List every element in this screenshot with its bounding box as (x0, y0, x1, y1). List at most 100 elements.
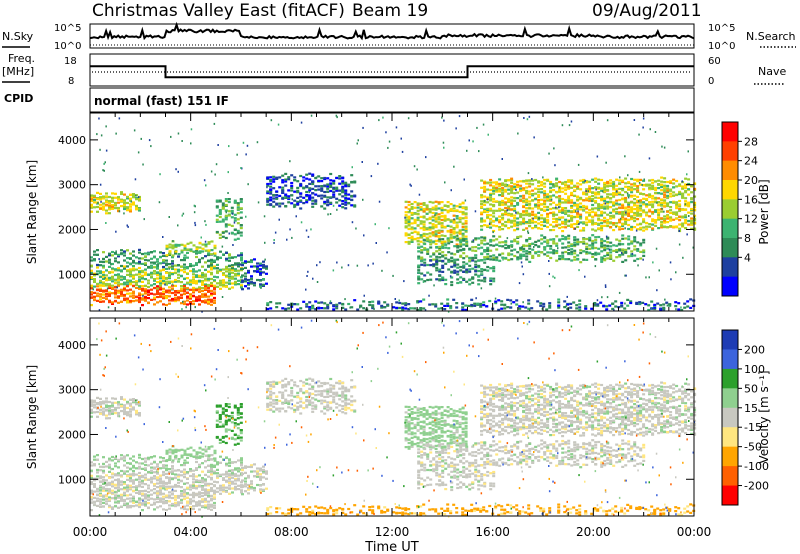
power-echo-cell (93, 194, 96, 197)
power-echo-cell (428, 200, 432, 204)
power-echo-cell (398, 301, 402, 305)
power-echo-cell (492, 235, 496, 238)
power-echo-cell (486, 188, 490, 191)
power-echo-cell (594, 186, 598, 189)
power-echo-cell (265, 265, 268, 268)
power-echo-cell (195, 270, 198, 273)
power-echo-cell (93, 253, 96, 256)
power-echo-cell (570, 250, 574, 253)
power-echo-cell (440, 302, 444, 305)
power-echo-cell (486, 216, 490, 219)
power-echo-cell (413, 218, 417, 221)
power-echo-cell (404, 214, 408, 217)
power-echo-cell (147, 301, 150, 305)
power-echo-cell (123, 259, 126, 262)
velocity-echo-cell (228, 480, 231, 483)
velocity-echo-cell (105, 502, 108, 506)
power-noise-cell (142, 294, 144, 297)
power-echo-cell (241, 264, 244, 267)
power-echo-cell (314, 189, 318, 192)
power-echo-cell (453, 271, 457, 274)
power-echo-cell (431, 231, 435, 234)
power-noise-cell (482, 123, 485, 126)
power-noise-cell (316, 281, 319, 283)
power-echo-cell (561, 254, 565, 257)
power-echo-cell (690, 184, 694, 187)
power-echo-cell (207, 295, 210, 298)
power-echo-cell (222, 279, 225, 282)
power-echo-cell (138, 280, 141, 283)
power-echo-cell (192, 302, 195, 306)
power-echo-cell (458, 220, 462, 224)
velocity-echo-cell (144, 478, 147, 481)
power-echo-cell (522, 188, 526, 191)
power-echo-cell (419, 300, 423, 303)
velocity-echo-cell (102, 400, 105, 403)
velocity-echo-cell (117, 406, 120, 409)
power-echo-cell (198, 251, 202, 254)
power-echo-cell (99, 203, 102, 206)
power-echo-cell (108, 195, 111, 199)
power-echo-cell (165, 264, 168, 267)
power-echo-cell (525, 240, 529, 243)
power-echo-cell (461, 201, 465, 204)
power-echo-cell (407, 224, 411, 227)
velocity-echo-cell (225, 472, 228, 475)
power-echo-cell (506, 298, 510, 301)
power-echo-cell (582, 209, 586, 212)
power-echo-cell (636, 214, 640, 217)
power-echo-cell (419, 234, 423, 237)
power-noise-cell (472, 140, 474, 143)
power-echo-cell (438, 247, 442, 250)
power-echo-cell (204, 301, 207, 304)
power-echo-cell (332, 308, 336, 311)
power-echo-cell (102, 195, 105, 198)
power-echo-cell (585, 216, 589, 219)
power-echo-cell (489, 209, 493, 212)
velocity-echo-cell (198, 479, 201, 482)
velocity-echo-cell (102, 412, 105, 415)
power-echo-cell (204, 278, 207, 281)
power-echo-cell (401, 306, 405, 309)
power-echo-cell (449, 233, 453, 236)
power-echo-cell (129, 257, 132, 260)
power-echo-cell (341, 188, 345, 191)
velocity-echo-cell (123, 470, 126, 473)
power-echo-cell (195, 262, 198, 265)
power-noise-cell (182, 212, 185, 215)
power-noise-cell (434, 214, 436, 217)
power-echo-cell (513, 223, 517, 226)
power-echo-cell (636, 223, 640, 226)
power-echo-cell (606, 224, 610, 228)
power-echo-cell (588, 180, 592, 183)
power-echo-cell (431, 232, 435, 236)
power-echo-cell (456, 258, 460, 261)
power-echo-cell (528, 193, 532, 196)
power-echo-cell (546, 193, 550, 196)
power-echo-cell (656, 302, 660, 305)
power-echo-cell (429, 273, 433, 276)
power-echo-cell (495, 181, 499, 184)
power-echo-cell (329, 302, 333, 305)
power-echo-cell (603, 259, 607, 262)
power-echo-cell (492, 258, 496, 261)
power-echo-cell (156, 292, 159, 295)
power-echo-cell (564, 223, 568, 226)
power-echo-cell (543, 240, 547, 243)
power-echo-cell (462, 266, 466, 269)
power-echo-cell (567, 180, 571, 183)
power-echo-cell (633, 194, 637, 197)
power-echo-cell (111, 200, 114, 203)
power-echo-cell (510, 208, 514, 211)
power-echo-cell (582, 250, 586, 253)
power-echo-cell (537, 239, 541, 242)
power-echo-cell (578, 306, 582, 309)
power-echo-cell (438, 259, 442, 262)
power-echo-cell (588, 187, 592, 190)
power-echo-cell (302, 176, 306, 179)
date-label: 09/Aug/2011 (592, 1, 702, 21)
power-echo-cell (672, 182, 676, 185)
power-echo-cell (606, 213, 610, 216)
power-echo-cell (236, 206, 240, 209)
power-noise-cell (157, 263, 159, 265)
